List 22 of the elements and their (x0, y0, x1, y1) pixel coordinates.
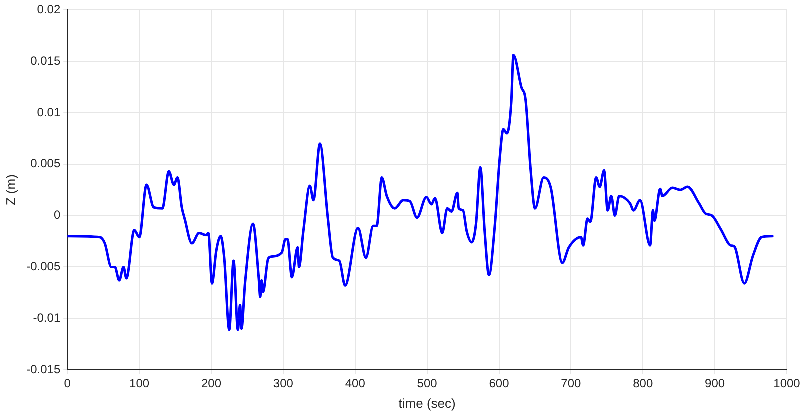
y-tick-label: 0.01 (37, 105, 61, 120)
x-tick-label: 200 (201, 376, 222, 391)
y-tick-label: -0.015 (26, 362, 61, 376)
x-tick-label: 0 (64, 376, 72, 391)
y-tick-label: -0.005 (26, 260, 61, 274)
x-tick-label: 400 (345, 376, 366, 391)
x-tick-label: 100 (130, 376, 150, 391)
y-tick-label: 0.015 (30, 54, 61, 68)
x-tick-label: 800 (633, 376, 654, 391)
x-tick-label: 500 (417, 376, 438, 391)
x-tick-label: 900 (705, 376, 726, 391)
y-tick-label: 0.005 (30, 156, 61, 171)
x-tick-label: 1000 (774, 376, 801, 391)
x-tick-label: 700 (561, 376, 582, 391)
line-series (68, 54, 774, 332)
y-tick-label: 0 (54, 208, 61, 222)
y-axis-title: Z (m) (3, 174, 18, 206)
x-tick-label: 600 (489, 376, 510, 391)
y-tick-label: 0.02 (37, 2, 61, 17)
x-tick-label: 300 (273, 376, 294, 391)
y-tick-label: -0.01 (33, 310, 61, 325)
x-axis-title: time (sec) (398, 396, 456, 411)
